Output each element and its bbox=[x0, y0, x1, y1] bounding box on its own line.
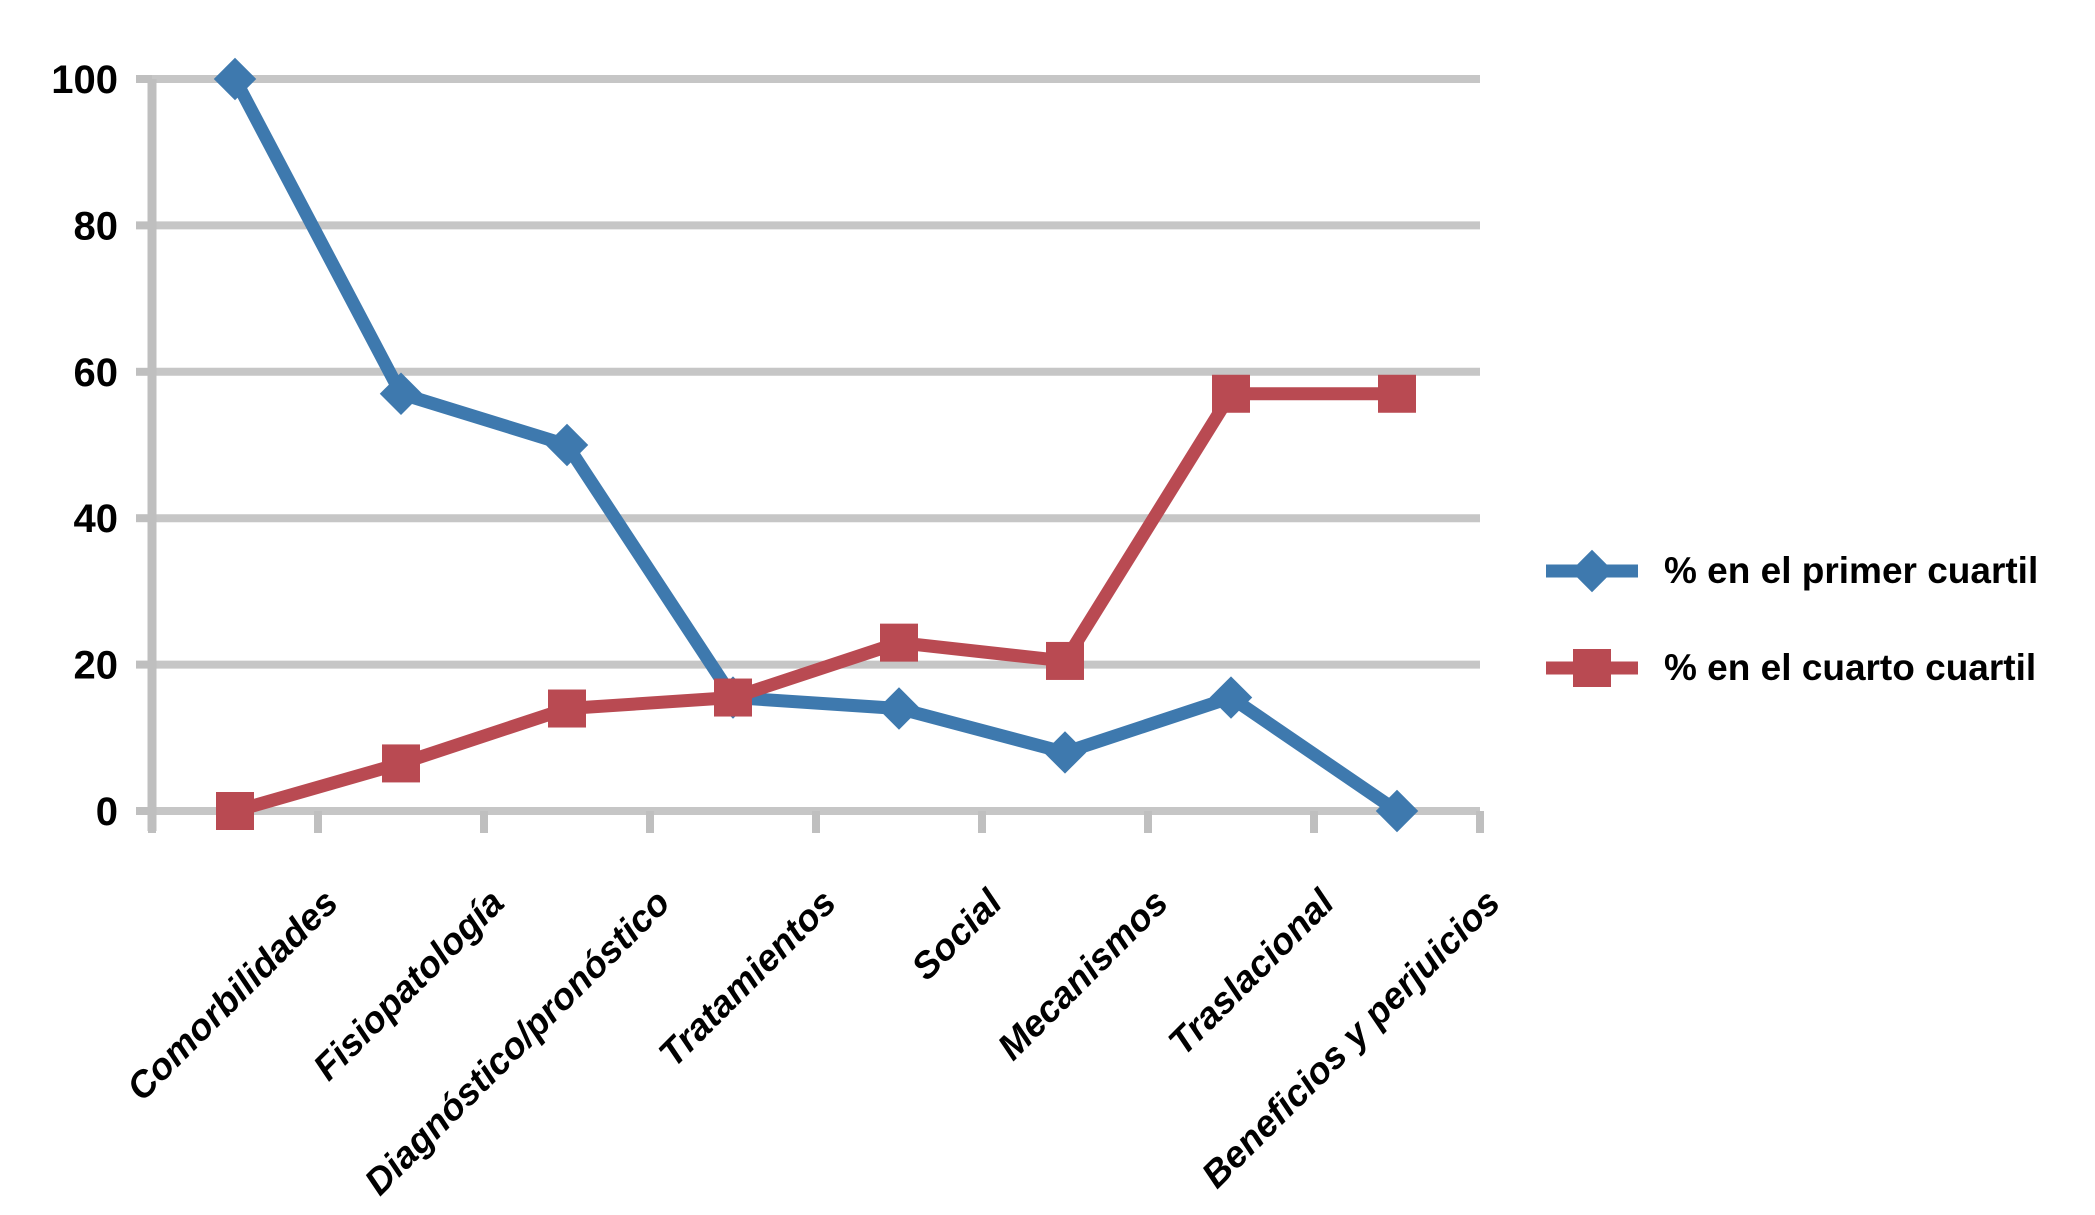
data-point-en-el-cuarto-cuartil-4 bbox=[880, 623, 918, 662]
series-line-en-el-cuarto-cuartil bbox=[233, 387, 1397, 818]
legend-marker-square-icon bbox=[1546, 646, 1638, 690]
data-point-en-el-cuarto-cuartil-3 bbox=[714, 678, 752, 717]
data-point-en-el-primer-cuartil-0 bbox=[213, 57, 257, 101]
data-point-en-el-primer-cuartil-6 bbox=[1209, 676, 1253, 719]
data-point-en-el-cuarto-cuartil-2 bbox=[548, 689, 586, 728]
x-axis-label-social: Social bbox=[904, 881, 1011, 988]
data-point-en-el-primer-cuartil-5 bbox=[1043, 731, 1087, 774]
legend-marker-diamond-icon bbox=[1546, 549, 1638, 593]
data-point-en-el-primer-cuartil-1 bbox=[379, 372, 423, 415]
x-axis-label-traslacional: Traslacional bbox=[1160, 881, 1342, 1063]
legend-item-cuarto-cuartil: % en el cuarto cuartil bbox=[1546, 646, 2038, 690]
y-axis-label-60: 60 bbox=[74, 351, 119, 395]
x-axis-label-comorbilidades: Comorbilidades bbox=[119, 882, 346, 1109]
data-point-en-el-cuarto-cuartil-7 bbox=[1378, 374, 1416, 413]
square-marker-icon bbox=[1573, 649, 1611, 687]
x-axis-label-beneficios-y-perjuicios: Beneficios y perjuicios bbox=[1194, 882, 1508, 1196]
data-point-en-el-cuarto-cuartil-6 bbox=[1212, 374, 1250, 413]
y-axis-label-0: 0 bbox=[96, 790, 118, 834]
data-point-en-el-cuarto-cuartil-1 bbox=[382, 744, 420, 783]
y-axis-label-80: 80 bbox=[74, 204, 119, 248]
legend-label-cuarto-cuartil: % en el cuarto cuartil bbox=[1664, 647, 2037, 688]
legend-label-primer-cuartil: % en el primer cuartil bbox=[1664, 550, 2039, 591]
data-point-en-el-primer-cuartil-7 bbox=[1375, 789, 1419, 833]
y-axis-label-40: 40 bbox=[74, 497, 119, 541]
x-axis-label-diagn-stico-pron-stico: Diagnóstico/pronóstico bbox=[356, 882, 677, 1203]
y-axis-label-100: 100 bbox=[51, 58, 118, 102]
data-point-en-el-cuarto-cuartil-5 bbox=[1046, 641, 1084, 680]
data-point-en-el-primer-cuartil-4 bbox=[877, 687, 921, 730]
x-axis-label-mecanismos: Mecanismos bbox=[990, 882, 1176, 1068]
legend-item-primer-cuartil: % en el primer cuartil bbox=[1546, 549, 2038, 593]
series-line-en-el-primer-cuartil bbox=[229, 75, 1401, 817]
data-point-en-el-cuarto-cuartil-0 bbox=[216, 792, 254, 830]
y-axis-label-20: 20 bbox=[74, 644, 119, 688]
diamond-marker-icon bbox=[1570, 549, 1614, 593]
chart-legend: % en el primer cuartil % en el cuarto cu… bbox=[1546, 549, 2038, 690]
x-axis-label-tratamientos: Tratamientos bbox=[651, 882, 844, 1075]
